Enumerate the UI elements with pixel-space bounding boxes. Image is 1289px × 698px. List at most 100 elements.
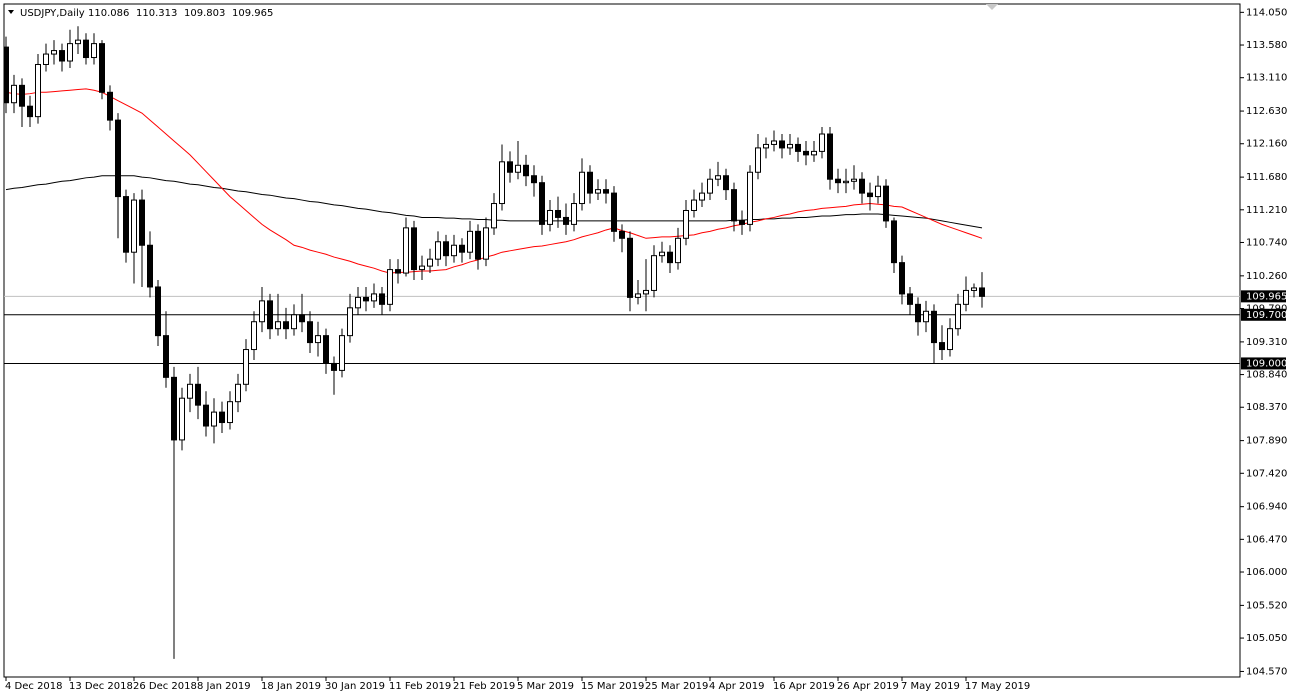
- candle-body: [259, 300, 265, 323]
- candle-body: [539, 182, 545, 225]
- candle-body: [835, 178, 841, 184]
- candle-body: [827, 133, 833, 180]
- candle-body: [715, 175, 721, 180]
- candle-body: [4, 46, 9, 104]
- candle-body: [739, 220, 745, 225]
- candle-body: [907, 293, 913, 305]
- x-tick-label: 4 Apr 2019: [709, 681, 764, 692]
- plot-area: [4, 26, 1240, 659]
- candle-body: [563, 216, 569, 225]
- candle-body: [83, 39, 89, 59]
- candle-body: [411, 227, 417, 271]
- y-tick-label: 106.470: [1246, 534, 1287, 545]
- candle-body: [283, 321, 289, 330]
- candle-body: [923, 310, 929, 323]
- candle-body: [779, 140, 785, 149]
- candle-body: [139, 199, 145, 246]
- y-tick-label: 111.210: [1246, 205, 1287, 216]
- candle-body: [203, 404, 209, 427]
- menu-arrow: [8, 10, 14, 14]
- level-label: 109.700: [1246, 310, 1287, 321]
- level-box: [1241, 357, 1286, 370]
- candle-body: [171, 376, 177, 441]
- candle-body: [803, 150, 809, 156]
- x-tick-label: 4 Dec 2018: [5, 681, 63, 692]
- candle-body: [947, 328, 953, 351]
- candle-body: [675, 237, 681, 264]
- y-tick-label: 109.310: [1246, 337, 1287, 348]
- candle-body: [91, 43, 97, 59]
- header-value: 110.086: [88, 8, 129, 19]
- shift-marker: [986, 4, 998, 10]
- candle-body: [811, 150, 817, 156]
- y-tick-label: 111.680: [1246, 172, 1287, 183]
- candle-body: [195, 383, 201, 406]
- candle-body: [723, 175, 729, 191]
- candle-body: [755, 147, 761, 173]
- x-tick-label: 16 Apr 2019: [773, 681, 835, 692]
- y-tick-label: 110.260: [1246, 271, 1287, 282]
- candle-body: [547, 209, 553, 225]
- candle-body: [731, 189, 737, 222]
- candle-body: [467, 230, 473, 253]
- candle-body: [27, 105, 33, 118]
- candle-body: [651, 255, 657, 291]
- candle-body: [323, 335, 329, 364]
- candle-body: [667, 251, 673, 264]
- candle-body: [123, 196, 129, 253]
- level-box: [1241, 308, 1286, 321]
- candle-body: [427, 258, 433, 267]
- y-tick-label: 110.740: [1246, 237, 1287, 248]
- candle-body: [883, 185, 889, 222]
- x-tick-label: 8 Jan 2019: [197, 681, 251, 692]
- candle-body: [571, 203, 577, 225]
- candle-body: [331, 362, 337, 371]
- candle-body: [451, 244, 457, 257]
- candle-body: [531, 175, 537, 184]
- candle-body: [875, 185, 881, 198]
- chart-title: USDJPY,Daily: [20, 8, 85, 19]
- candle-body: [747, 171, 753, 225]
- candle-body: [179, 397, 185, 441]
- candle-body: [307, 321, 313, 344]
- x-tick-label: 26 Dec 2018: [133, 681, 197, 692]
- candle-body: [11, 84, 17, 104]
- candle-body: [859, 178, 865, 194]
- candle-body: [771, 140, 777, 145]
- candle-body: [235, 383, 241, 403]
- candle-body: [347, 307, 353, 337]
- candle-body: [403, 227, 409, 274]
- candle-body: [443, 241, 449, 257]
- candle-body: [619, 230, 625, 239]
- candle-body: [155, 286, 161, 337]
- x-tick-label: 5 Mar 2019: [517, 681, 574, 692]
- candle-body: [219, 411, 225, 424]
- candle-body: [603, 189, 609, 194]
- candle-body: [819, 133, 825, 152]
- candle-body: [339, 335, 345, 371]
- x-tick-label: 26 Apr 2019: [837, 681, 899, 692]
- candle-body: [267, 300, 273, 330]
- candle-body: [187, 383, 193, 399]
- candle-body: [251, 321, 257, 351]
- y-tick-label: 105.050: [1246, 633, 1287, 644]
- candle-body: [691, 199, 697, 211]
- header-value: 109.965: [232, 8, 273, 19]
- candle-body: [59, 50, 65, 62]
- x-tick-label: 30 Jan 2019: [325, 681, 385, 692]
- candle-body: [931, 310, 937, 344]
- y-tick-label: 106.000: [1246, 567, 1287, 578]
- candle-body: [371, 293, 377, 302]
- candle-body: [395, 269, 401, 274]
- candle-body: [163, 335, 169, 378]
- candle-body: [19, 84, 25, 107]
- candle-body: [979, 287, 985, 297]
- y-tick-label: 106.940: [1246, 502, 1287, 513]
- candle-body: [643, 289, 649, 295]
- x-tick-label: 17 May 2019: [965, 681, 1030, 692]
- x-tick-label: 21 Feb 2019: [453, 681, 515, 692]
- candle-body: [915, 303, 921, 323]
- candle-body: [587, 171, 593, 194]
